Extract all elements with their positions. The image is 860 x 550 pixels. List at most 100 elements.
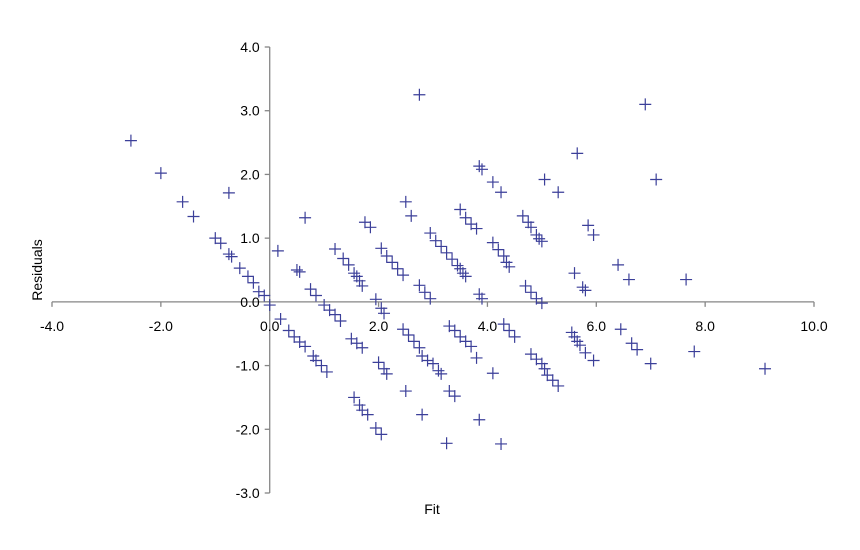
plus-marker [680,273,693,286]
data-point [299,211,312,224]
data-point [413,279,426,292]
data-point [299,340,312,353]
x-tick-label: 10.0 [800,318,827,334]
plus-marker [508,330,521,343]
plus-marker [380,249,393,262]
plus-marker [473,160,486,173]
plus-marker [320,365,333,378]
plus-marker [552,379,565,392]
plus-marker [247,276,260,289]
data-point [475,292,488,305]
x-tick-label: 2.0 [369,318,389,334]
plus-marker [386,256,399,269]
plus-marker [552,186,565,199]
plus-marker [470,222,483,235]
data-point [552,379,565,392]
data-point [508,330,521,343]
data-point [329,242,342,255]
data-point [399,385,412,398]
data-point [271,244,284,257]
plus-marker [424,292,437,305]
data-point [399,195,412,208]
data-point [571,147,584,160]
plus-marker [533,232,546,245]
plus-marker [486,236,499,249]
data-point [524,286,537,299]
data-point [519,279,532,292]
data-point [222,248,235,261]
data-point [418,286,431,299]
plus-marker [348,391,361,404]
plus-marker [639,98,652,111]
plus-marker [299,340,312,353]
data-point [454,203,467,216]
plus-marker [519,279,532,292]
data-point [435,367,448,380]
data-point [154,167,167,180]
data-point [318,299,331,312]
plus-marker [356,279,369,292]
plus-marker [459,270,472,283]
plus-marker [397,269,410,282]
plus-marker [380,367,393,380]
x-tick-label: -4.0 [40,318,64,334]
data-point [759,362,772,375]
data-point [625,337,638,350]
data-point [612,258,625,271]
data-point [459,335,472,348]
data-point [587,228,600,241]
plus-marker [214,237,227,250]
data-point [397,269,410,282]
plus-marker [492,243,505,256]
data-point [356,279,369,292]
data-point [288,330,301,343]
plus-marker [587,228,600,241]
plus-marker [402,328,415,341]
data-point [456,267,469,280]
data-point [429,234,442,247]
plus-marker [418,286,431,299]
data-point [176,195,189,208]
axes [51,46,815,494]
plus-marker [375,302,388,315]
data-point [446,253,459,266]
plus-marker [405,209,418,222]
plus-marker [241,270,254,283]
plus-marker [290,264,303,276]
y-tick-labels: 4.0 3.0 2.0 1.0 0.0 -1.0 -2.0 -3.0 [236,39,260,501]
plus-marker [435,367,448,380]
plus-marker [625,337,638,350]
data-point [375,302,388,315]
x-tick-label: 0.0 [260,318,280,334]
data-point [486,236,499,249]
plus-marker [318,299,331,312]
x-axis-title: Fit [424,501,440,517]
data-point [416,408,429,421]
plus-marker [579,346,592,359]
plus-marker [443,385,456,398]
plus-marker [459,335,472,348]
plus-marker [546,374,559,387]
plus-marker [495,186,508,199]
plus-marker [503,260,516,273]
data-point [124,134,137,147]
plus-marker [644,357,657,370]
plus-marker [209,232,222,245]
plus-marker [446,253,459,266]
plus-marker [631,343,644,356]
data-point [290,264,303,276]
data-point [503,324,516,337]
data-point [348,391,361,404]
plus-marker [378,362,391,375]
y-tick-label: 0.0 [240,294,260,310]
plus-marker [421,354,434,367]
data-point [375,242,388,255]
data-point [524,348,537,361]
plus-marker [473,413,486,426]
data-point [622,273,635,286]
y-tick-label: 1.0 [240,230,260,246]
data-point [413,341,426,354]
plus-marker [522,216,535,229]
data-point [486,176,499,189]
data-point [631,343,644,356]
